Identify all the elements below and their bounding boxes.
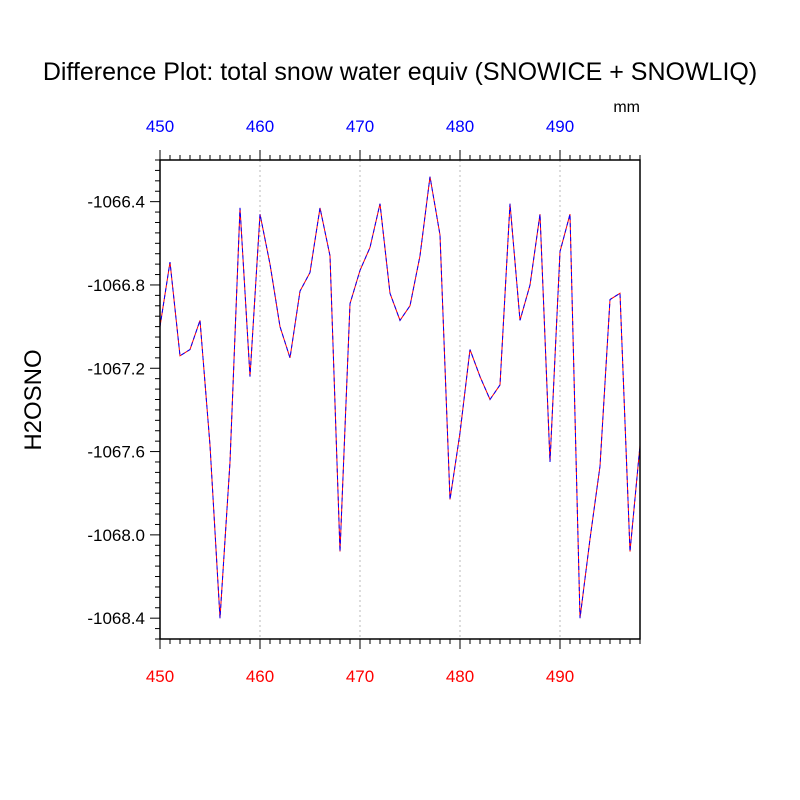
plot-frame — [159, 159, 641, 640]
y-tick-label: -1066.8 — [87, 276, 145, 295]
x-tick-label-top: 460 — [246, 117, 274, 136]
x-tick-label-top: 490 — [546, 117, 574, 136]
plot-lines — [159, 176, 641, 619]
y-tick-label: -1067.6 — [87, 443, 145, 462]
x-tick-label-bottom: 480 — [446, 667, 474, 686]
x-tick-label-bottom: 490 — [546, 667, 574, 686]
series-line-blue — [159, 176, 641, 619]
units-label: mm — [613, 99, 640, 116]
y-tick-label: -1068.0 — [87, 526, 145, 545]
axis-ticks — [150, 150, 641, 649]
series-line-red — [159, 176, 641, 619]
y-axis-label: H2OSNO — [20, 349, 47, 450]
x-tick-label-bottom: 470 — [346, 667, 374, 686]
x-tick-label-top: 470 — [346, 117, 374, 136]
chart-title: Difference Plot: total snow water equiv … — [43, 58, 757, 86]
x-tick-label-top: 450 — [146, 117, 174, 136]
y-tick-label: -1066.4 — [87, 193, 145, 212]
y-tick-label: -1067.2 — [87, 359, 145, 378]
tick-labels: 450 450 460 460 470 470 480 480 490 490 -1066.4 -10… — [87, 117, 574, 686]
grid-lines — [259, 160, 561, 639]
x-tick-label-top: 480 — [446, 117, 474, 136]
y-tick-label: -1068.4 — [87, 609, 145, 628]
x-tick-label-bottom: 450 — [146, 667, 174, 686]
x-tick-label-bottom: 460 — [246, 667, 274, 686]
